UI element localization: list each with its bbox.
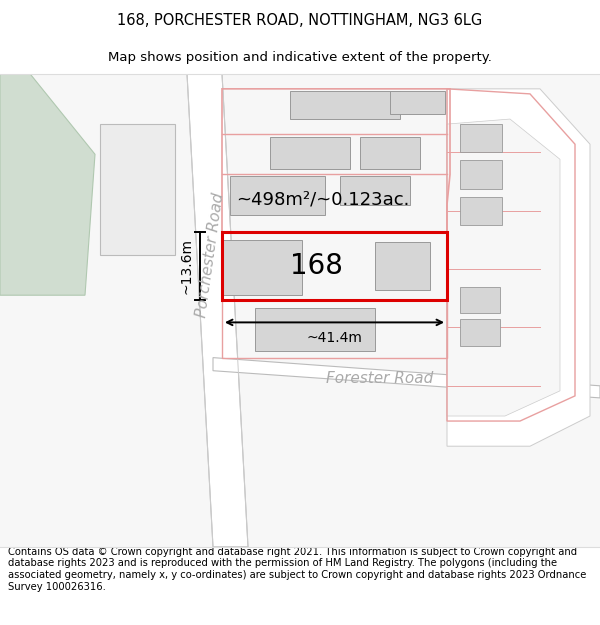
Bar <box>100 124 175 255</box>
Bar <box>230 176 325 214</box>
Polygon shape <box>187 74 248 547</box>
Polygon shape <box>213 357 600 398</box>
Bar <box>360 137 420 169</box>
Bar <box>375 242 430 290</box>
Text: Forester Road: Forester Road <box>326 371 434 386</box>
Bar <box>222 240 302 295</box>
Bar <box>340 176 410 204</box>
Bar <box>460 196 502 225</box>
Text: 168, PORCHESTER ROAD, NOTTINGHAM, NG3 6LG: 168, PORCHESTER ROAD, NOTTINGHAM, NG3 6L… <box>118 13 482 28</box>
Polygon shape <box>447 119 560 416</box>
Bar <box>390 91 445 114</box>
Bar <box>255 308 375 351</box>
Text: Porchester Road: Porchester Road <box>194 192 226 318</box>
Bar <box>222 232 447 300</box>
Bar <box>270 137 350 169</box>
Bar <box>460 319 500 346</box>
Text: ~498m²/~0.123ac.: ~498m²/~0.123ac. <box>236 191 410 209</box>
Bar <box>460 287 500 313</box>
Polygon shape <box>0 74 95 295</box>
Text: Contains OS data © Crown copyright and database right 2021. This information is : Contains OS data © Crown copyright and d… <box>8 547 586 592</box>
Bar <box>460 161 502 189</box>
Text: Map shows position and indicative extent of the property.: Map shows position and indicative extent… <box>108 51 492 64</box>
Text: ~41.4m: ~41.4m <box>307 331 362 346</box>
Text: ~13.6m: ~13.6m <box>179 238 193 294</box>
Bar <box>460 124 502 152</box>
Text: 168: 168 <box>290 252 343 280</box>
Bar <box>290 91 400 119</box>
Polygon shape <box>447 89 590 446</box>
